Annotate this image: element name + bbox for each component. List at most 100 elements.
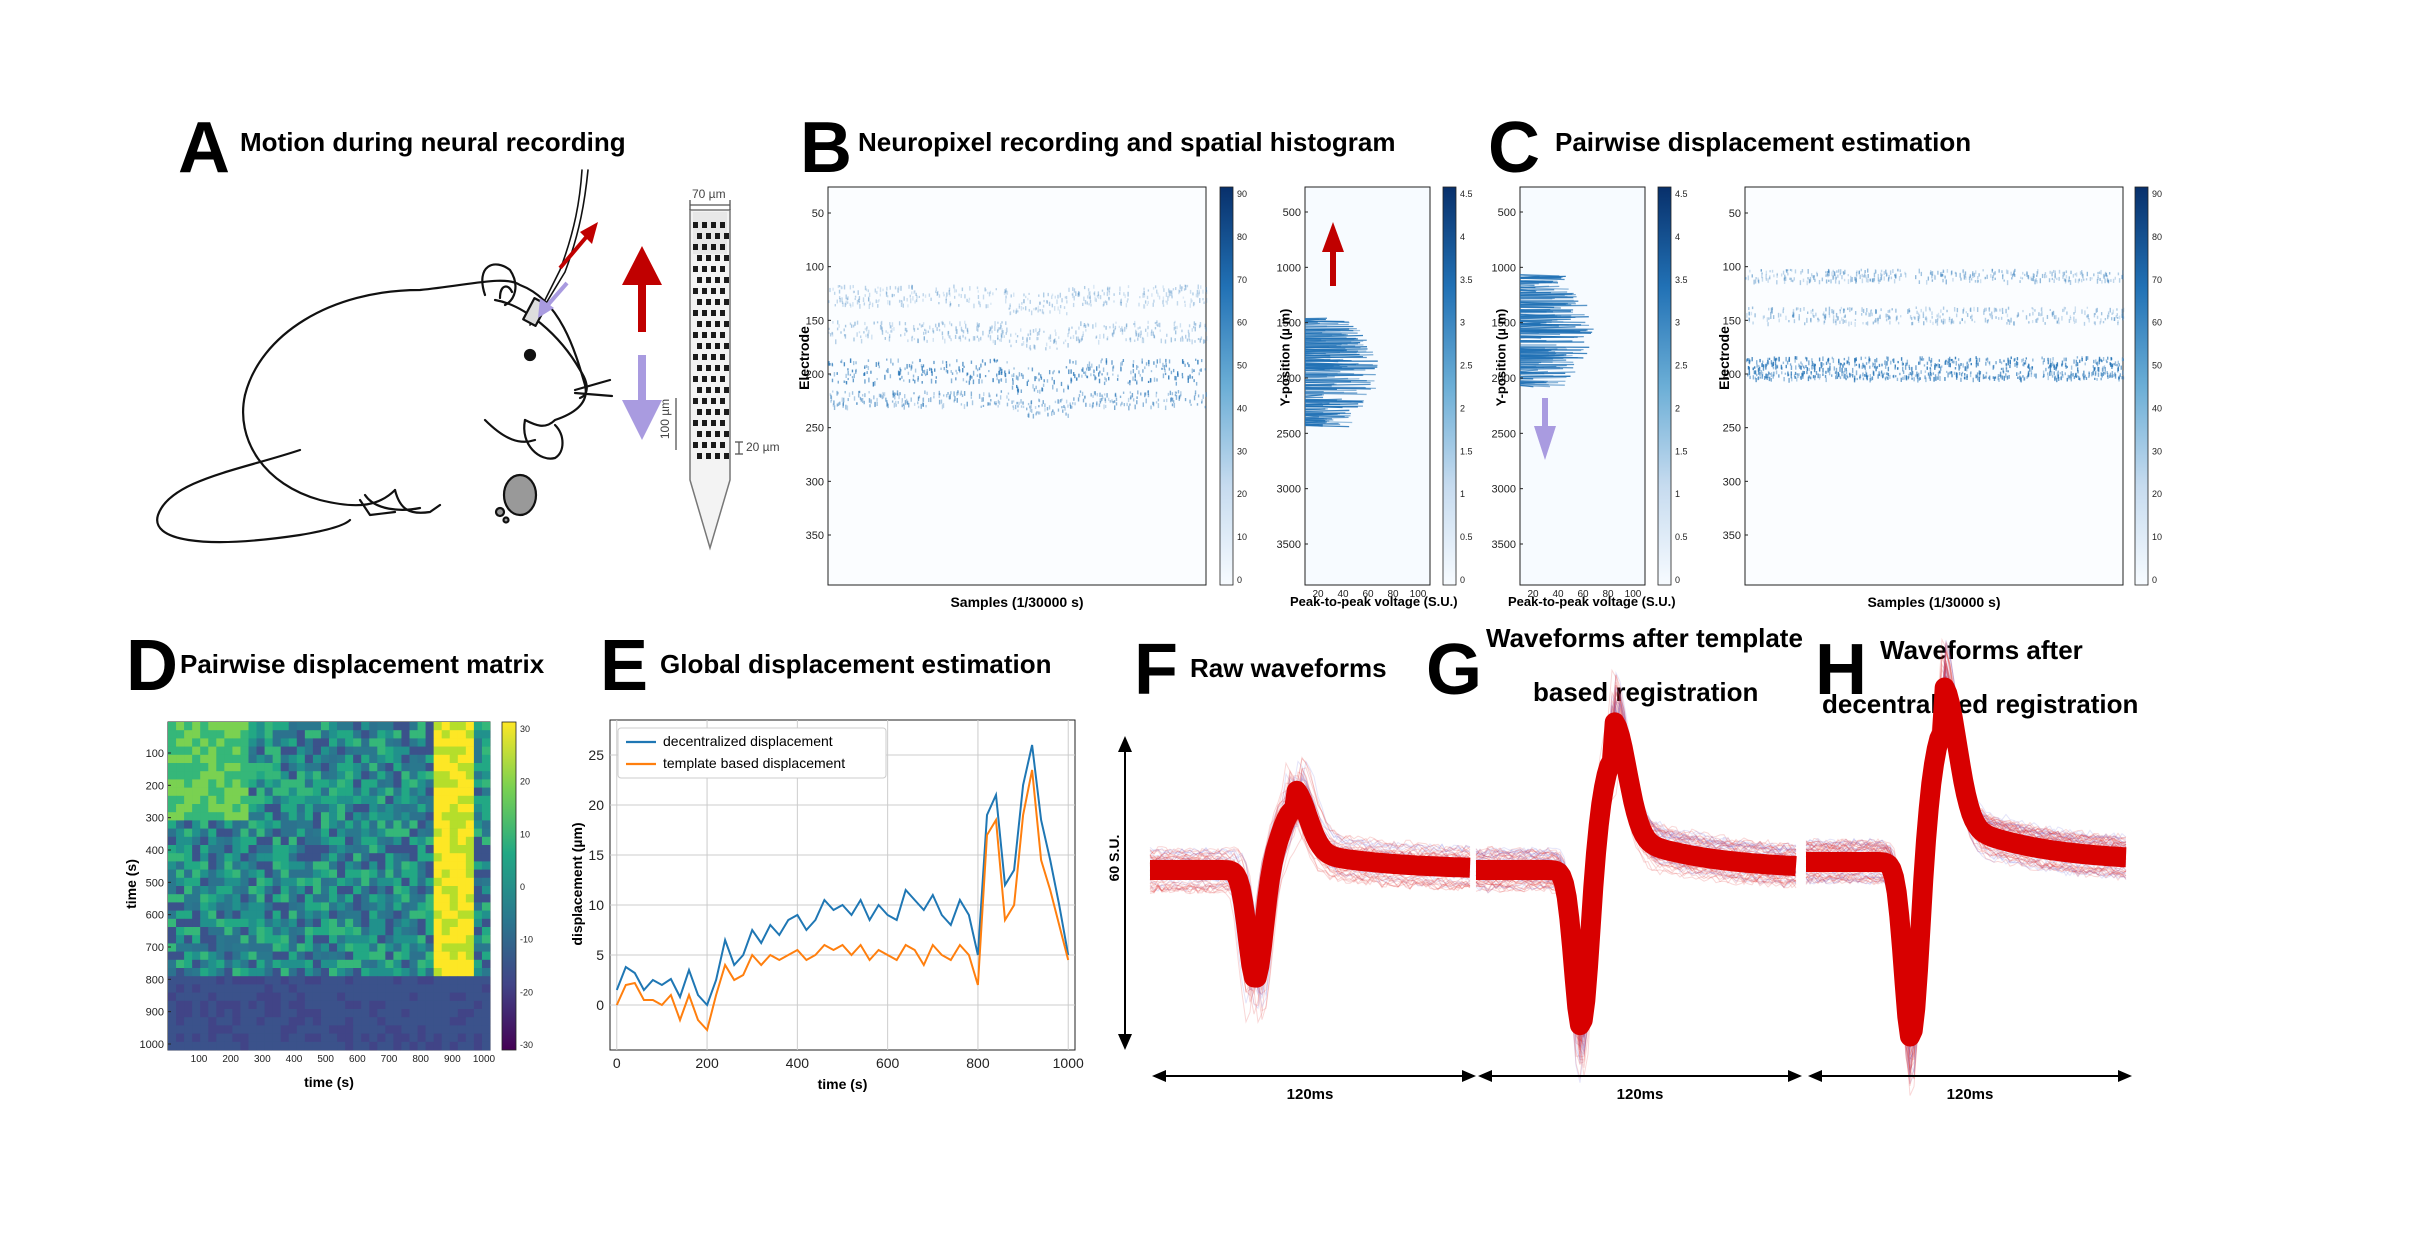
probe-site: [702, 310, 707, 316]
probe-site: [702, 420, 707, 426]
probe-site: [706, 409, 711, 415]
raster-c-ytick: 50: [1729, 208, 1741, 220]
probe-site: [693, 266, 698, 272]
probe-site: [702, 244, 707, 250]
probe-site: [706, 321, 711, 327]
raster-b-colorbar-tick: 70: [1237, 275, 1247, 285]
probe-site: [715, 299, 720, 305]
hist-b-colorbar-tick: 3: [1460, 318, 1465, 328]
raster-b-ytick: 100: [806, 262, 824, 274]
raster-b-colorbar-tick: 30: [1237, 446, 1247, 456]
chart-e-xtick: 0: [613, 1055, 621, 1071]
panel-letter-d: D: [126, 626, 178, 706]
panel-title-g-line2: based registration: [1533, 677, 1759, 707]
time-label-g: 120ms: [1616, 1086, 1664, 1103]
raster-b-ytick: 300: [806, 476, 824, 488]
panel-letter-b: B: [800, 108, 852, 188]
matrix-d-xtick: 900: [444, 1054, 461, 1065]
probe-site: [720, 354, 725, 360]
chart-e-ytick: 0: [596, 997, 604, 1013]
raster-b-colorbar-tick: 90: [1237, 189, 1247, 199]
chart-e-ytick: 15: [588, 847, 604, 863]
raster-c-colorbar-tick: 40: [2152, 403, 2162, 413]
probe-site: [715, 277, 720, 283]
hist-c-xlabel: Peak-to-peak voltage (S.U.): [1508, 594, 1676, 609]
hist-b-xlabel: Peak-to-peak voltage (S.U.): [1290, 594, 1458, 609]
probe-site: [697, 299, 702, 305]
hist-b-ylabel: Y-position (µ m): [1277, 308, 1293, 407]
panel-letter-c: C: [1488, 108, 1540, 188]
probe-site: [715, 321, 720, 327]
matrix-d-xtick: 500: [317, 1054, 334, 1065]
probe-site: [702, 288, 707, 294]
probe-site: [706, 387, 711, 393]
hist-b-colorbar-tick: 4: [1460, 232, 1465, 242]
probe-site: [697, 233, 702, 239]
panel-letter-g: G: [1426, 630, 1483, 710]
probe-site: [724, 277, 729, 283]
probe-site: [693, 244, 698, 250]
matrix-d-ytick: 400: [146, 845, 164, 857]
hist-c-colorbar-tick: 4: [1675, 232, 1680, 242]
probe-site: [697, 255, 702, 261]
probe-site: [720, 310, 725, 316]
chart-e-xtick: 400: [786, 1055, 810, 1071]
chart-e-xtick: 200: [695, 1055, 719, 1071]
matrix-d-colorbar: [501, 721, 517, 1051]
chart-e-ylabel: displacement (µm): [569, 822, 585, 946]
probe-site: [711, 376, 716, 382]
hist-b-colorbar-tick: 2.5: [1460, 361, 1473, 371]
probe-site: [702, 376, 707, 382]
probe-site: [693, 420, 698, 426]
panel-title-h-line2: decentralized registration: [1822, 689, 2139, 719]
hist-b-colorbar: [1442, 186, 1457, 586]
hist-b-ytick: 500: [1283, 207, 1301, 219]
probe-site: [706, 365, 711, 371]
raster-b-colorbar-tick: 50: [1237, 361, 1247, 371]
matrix-d-ytick: 600: [146, 910, 164, 922]
probe-site: [693, 288, 698, 294]
matrix-d-xtick: 1000: [473, 1054, 496, 1065]
raster-c-colorbar-tick: 10: [2152, 532, 2162, 542]
matrix-d-colorbar-tick: -20: [520, 987, 533, 997]
hist-c-ytick: 3000: [1492, 484, 1516, 496]
probe-site: [711, 266, 716, 272]
probe-site: [724, 365, 729, 371]
matrix-d-colorbar-tick: 0: [520, 882, 525, 892]
probe-site: [715, 409, 720, 415]
matrix-d-xtick: 700: [381, 1054, 398, 1065]
hist-c-colorbar-tick: 3.5: [1675, 275, 1688, 285]
raster-c-frame: [1744, 186, 2124, 586]
probe-site: [702, 398, 707, 404]
probe-site: [693, 310, 698, 316]
probe-shank: [689, 209, 731, 551]
panel-title-b: Neuropixel recording and spatial histogr…: [858, 127, 1396, 157]
hist-c-colorbar-tick: 0: [1675, 575, 1680, 585]
matrix-d-ytick: 700: [146, 942, 164, 954]
matrix-d-xtick: 100: [191, 1054, 208, 1065]
matrix-d-colorbar-tick: -10: [520, 935, 533, 945]
hist-c-ytick: 3500: [1492, 539, 1516, 551]
panel-letter-a: A: [178, 108, 230, 188]
matrix-d-ytick: 1000: [140, 1039, 164, 1051]
probe-site: [720, 332, 725, 338]
raster-c-colorbar-tick: 30: [2152, 446, 2162, 456]
hist-c-ytick: 2500: [1492, 428, 1516, 440]
raster-c-colorbar: [2134, 186, 2149, 586]
panel-letter-e: E: [600, 626, 649, 706]
chart-e-xtick: 600: [876, 1055, 900, 1071]
matrix-d-ytick: 800: [146, 974, 164, 986]
probe-site: [720, 222, 725, 228]
probe-site: [706, 343, 711, 349]
probe-site: [693, 222, 698, 228]
raster-c-ylabel: Electrode: [1716, 326, 1732, 390]
probe-site: [706, 299, 711, 305]
probe-site: [693, 332, 698, 338]
hist-c-colorbar-tick: 4.5: [1675, 189, 1688, 199]
probe-site: [693, 398, 698, 404]
panel-title-a: Motion during neural recording: [240, 127, 626, 157]
raster-c-colorbar-tick: 0: [2152, 575, 2157, 585]
